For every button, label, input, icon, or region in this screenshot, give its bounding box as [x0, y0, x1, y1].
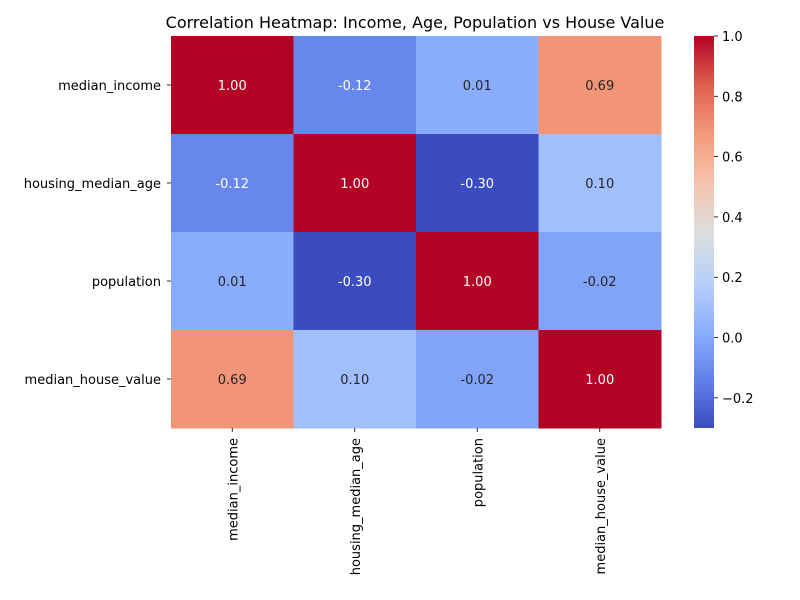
heatmap-cell: [416, 36, 539, 135]
heatmap-cell: [171, 134, 294, 233]
heatmap-cell: [293, 330, 417, 429]
chart-title: Correlation Heatmap: Income, Age, Popula…: [166, 13, 665, 32]
colorbar-tick-label: 0.8: [722, 90, 743, 105]
y-axis: median_income housing_median_age populatio…: [24, 79, 171, 388]
cell-value-label: 0.10: [340, 373, 369, 388]
heatmap-cell: [416, 330, 539, 429]
cell-value-label: 0.69: [218, 373, 247, 388]
cell-value-label: 0.69: [585, 79, 614, 94]
heatmap-cell: [538, 36, 662, 135]
y-tick-label: population: [92, 275, 161, 290]
x-tick-label: housing_median_age: [349, 438, 364, 575]
heatmap-cell: [538, 330, 662, 429]
y-tick-label: housing_median_age: [24, 177, 161, 192]
cell-value-label: -0.30: [338, 275, 372, 290]
cell-value-label: -0.30: [460, 177, 494, 192]
heatmap-cell: [171, 330, 294, 429]
heatmap-cell: [416, 232, 539, 331]
heatmap-cells: [171, 36, 662, 429]
x-tick-label: median_income: [226, 438, 241, 541]
heatmap-cell: [538, 232, 662, 331]
cell-value-label: 1.00: [585, 373, 614, 388]
heatmap-cell: [293, 134, 417, 233]
heatmap-cell: [538, 134, 662, 233]
cell-value-label: 0.01: [463, 79, 492, 94]
heatmap-cell: [171, 232, 294, 331]
x-tick-label: population: [471, 438, 486, 507]
cell-value-label: 1.00: [218, 79, 247, 94]
heatmap-cell: [293, 232, 417, 331]
colorbar-gradient: [694, 36, 714, 428]
heatmap-value-labels: 1.00 -0.12 0.01 0.69 -0.12 1.00 -0.30 0.10 0.01 -…: [215, 79, 616, 388]
cell-value-label: 0.10: [585, 177, 614, 192]
colorbar-tick-label: 0.6: [722, 151, 743, 166]
heatmap-cell: [171, 36, 294, 135]
y-tick-label: median_income: [58, 79, 161, 94]
colorbar-tick-label: 0.0: [722, 332, 743, 347]
heatmap-cell: [293, 36, 417, 135]
heatmap-cell: [416, 134, 539, 233]
cell-value-label: -0.12: [215, 177, 249, 192]
colorbar-tick-label: −0.2: [722, 392, 754, 407]
colorbar-tick-label: 0.2: [722, 271, 743, 286]
x-tick-label: median_house_value: [594, 438, 609, 574]
cell-value-label: -0.02: [460, 373, 494, 388]
x-axis: median_income housing_median_age populatio…: [226, 428, 609, 575]
colorbar: −0.2 0.0 0.2 0.4 0.6 0.8 1.0: [694, 30, 754, 428]
cell-value-label: 1.00: [463, 275, 492, 290]
colorbar-tick-label: 0.4: [722, 211, 743, 226]
colorbar-tick-label: 1.0: [722, 30, 743, 45]
cell-value-label: -0.12: [338, 79, 372, 94]
cell-value-label: 1.00: [340, 177, 369, 192]
cell-value-label: -0.02: [583, 275, 617, 290]
y-tick-label: median_house_value: [25, 373, 161, 388]
cell-value-label: 0.01: [218, 275, 247, 290]
